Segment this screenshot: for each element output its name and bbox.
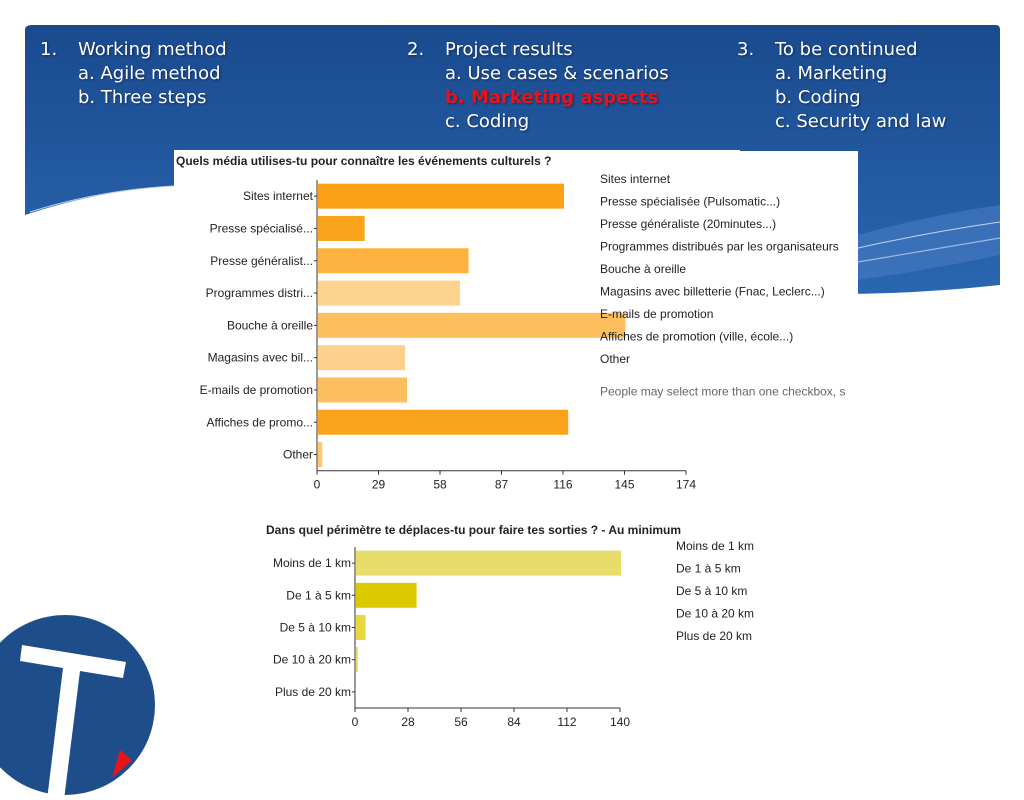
media-chart-svg: Quels média utilises-tu pour connaître l…: [176, 154, 845, 492]
legend-entry: Plus de 20 km: [676, 629, 752, 643]
header-number: 3.: [737, 39, 755, 60]
bar: [318, 409, 569, 435]
category-label: Programmes distri...: [206, 286, 313, 300]
header-item: a. Marketing: [775, 63, 888, 84]
header-item: c. Security and law: [775, 111, 947, 132]
category-label: Affiches de promo...: [207, 415, 314, 429]
header-item-highlighted: b. Marketing aspects: [445, 87, 659, 108]
header-number: 1.: [40, 39, 58, 60]
legend-entry: Bouche à oreille: [600, 262, 686, 276]
bar: [318, 442, 323, 468]
x-tick-label: 58: [433, 478, 447, 492]
header-title: Working method: [78, 39, 227, 60]
legend-entry: Magasins avec billetterie (Fnac, Leclerc…: [600, 285, 825, 299]
x-tick-label: 84: [507, 715, 521, 729]
bar: [356, 647, 358, 673]
header-item: b. Three steps: [78, 87, 207, 108]
category-label: De 10 à 20 km: [273, 653, 351, 667]
category-label: Sites internet: [243, 189, 314, 203]
bar: [318, 312, 626, 338]
category-label: Plus de 20 km: [275, 685, 351, 699]
header-item: b. Coding: [775, 87, 861, 108]
category-label: Magasins avec bil...: [208, 351, 313, 365]
category-label: Moins de 1 km: [273, 556, 351, 570]
legend-entry: E-mails de promotion: [600, 307, 713, 321]
category-label: Presse généralist...: [210, 254, 313, 268]
header-item: a. Use cases & scenarios: [445, 63, 669, 84]
x-tick-label: 28: [401, 715, 415, 729]
x-tick-label: 116: [553, 478, 572, 492]
x-tick-label: 0: [352, 715, 359, 729]
category-label: Presse spécialisé...: [210, 221, 313, 235]
header-number: 2.: [407, 39, 425, 60]
header-item: a. Agile method: [78, 63, 221, 84]
bar: [356, 615, 366, 640]
legend-entry: Other: [600, 352, 630, 366]
legend-entry: De 1 à 5 km: [676, 562, 741, 576]
chart-note: People may select more than one checkbox…: [600, 385, 845, 399]
x-tick-label: 145: [614, 478, 634, 492]
bar: [356, 582, 417, 608]
bar: [318, 345, 405, 371]
legend-entry: De 5 à 10 km: [676, 584, 747, 598]
category-label: Bouche à oreille: [227, 318, 313, 332]
chart-title: Dans quel périmètre te déplaces-tu pour …: [266, 523, 681, 537]
bar: [318, 280, 461, 306]
x-tick-label: 29: [372, 478, 386, 492]
perimeter-chart: Dans quel périmètre te déplaces-tu pour …: [262, 520, 782, 740]
category-label: De 5 à 10 km: [280, 621, 351, 635]
bar: [318, 377, 408, 403]
legend-entry: Sites internet: [600, 172, 671, 186]
media-chart: Quels média utilises-tu pour connaître l…: [174, 151, 858, 492]
x-tick-label: 87: [495, 478, 509, 492]
logo-t-icon: [0, 615, 155, 800]
x-tick-label: 112: [557, 715, 576, 729]
legend-entry: Moins de 1 km: [676, 539, 754, 553]
bar: [318, 183, 564, 209]
chart-title: Quels média utilises-tu pour connaître l…: [176, 154, 551, 168]
bar: [318, 215, 365, 241]
category-label: De 1 à 5 km: [286, 588, 351, 602]
legend-entry: Programmes distribués par les organisate…: [600, 240, 839, 254]
bar: [318, 248, 469, 274]
legend-entry: Affiches de promotion (ville, école...): [600, 330, 793, 344]
x-tick-label: 56: [454, 715, 468, 729]
category-label: E-mails de promotion: [200, 383, 313, 397]
legend-entry: Presse spécialisée (Pulsomatic...): [600, 195, 780, 209]
header-item: c. Coding: [445, 111, 530, 132]
category-label: Other: [283, 448, 313, 462]
header-title: To be continued: [775, 39, 918, 60]
legend-entry: De 10 à 20 km: [676, 607, 754, 621]
perimeter-chart-svg: Dans quel périmètre te déplaces-tu pour …: [266, 523, 754, 729]
x-tick-label: 174: [676, 478, 696, 492]
bar: [356, 550, 621, 576]
x-tick-label: 140: [610, 715, 630, 729]
x-tick-label: 0: [314, 478, 321, 492]
legend-entry: Presse généraliste (20minutes...): [600, 217, 776, 231]
header-title: Project results: [445, 39, 573, 60]
